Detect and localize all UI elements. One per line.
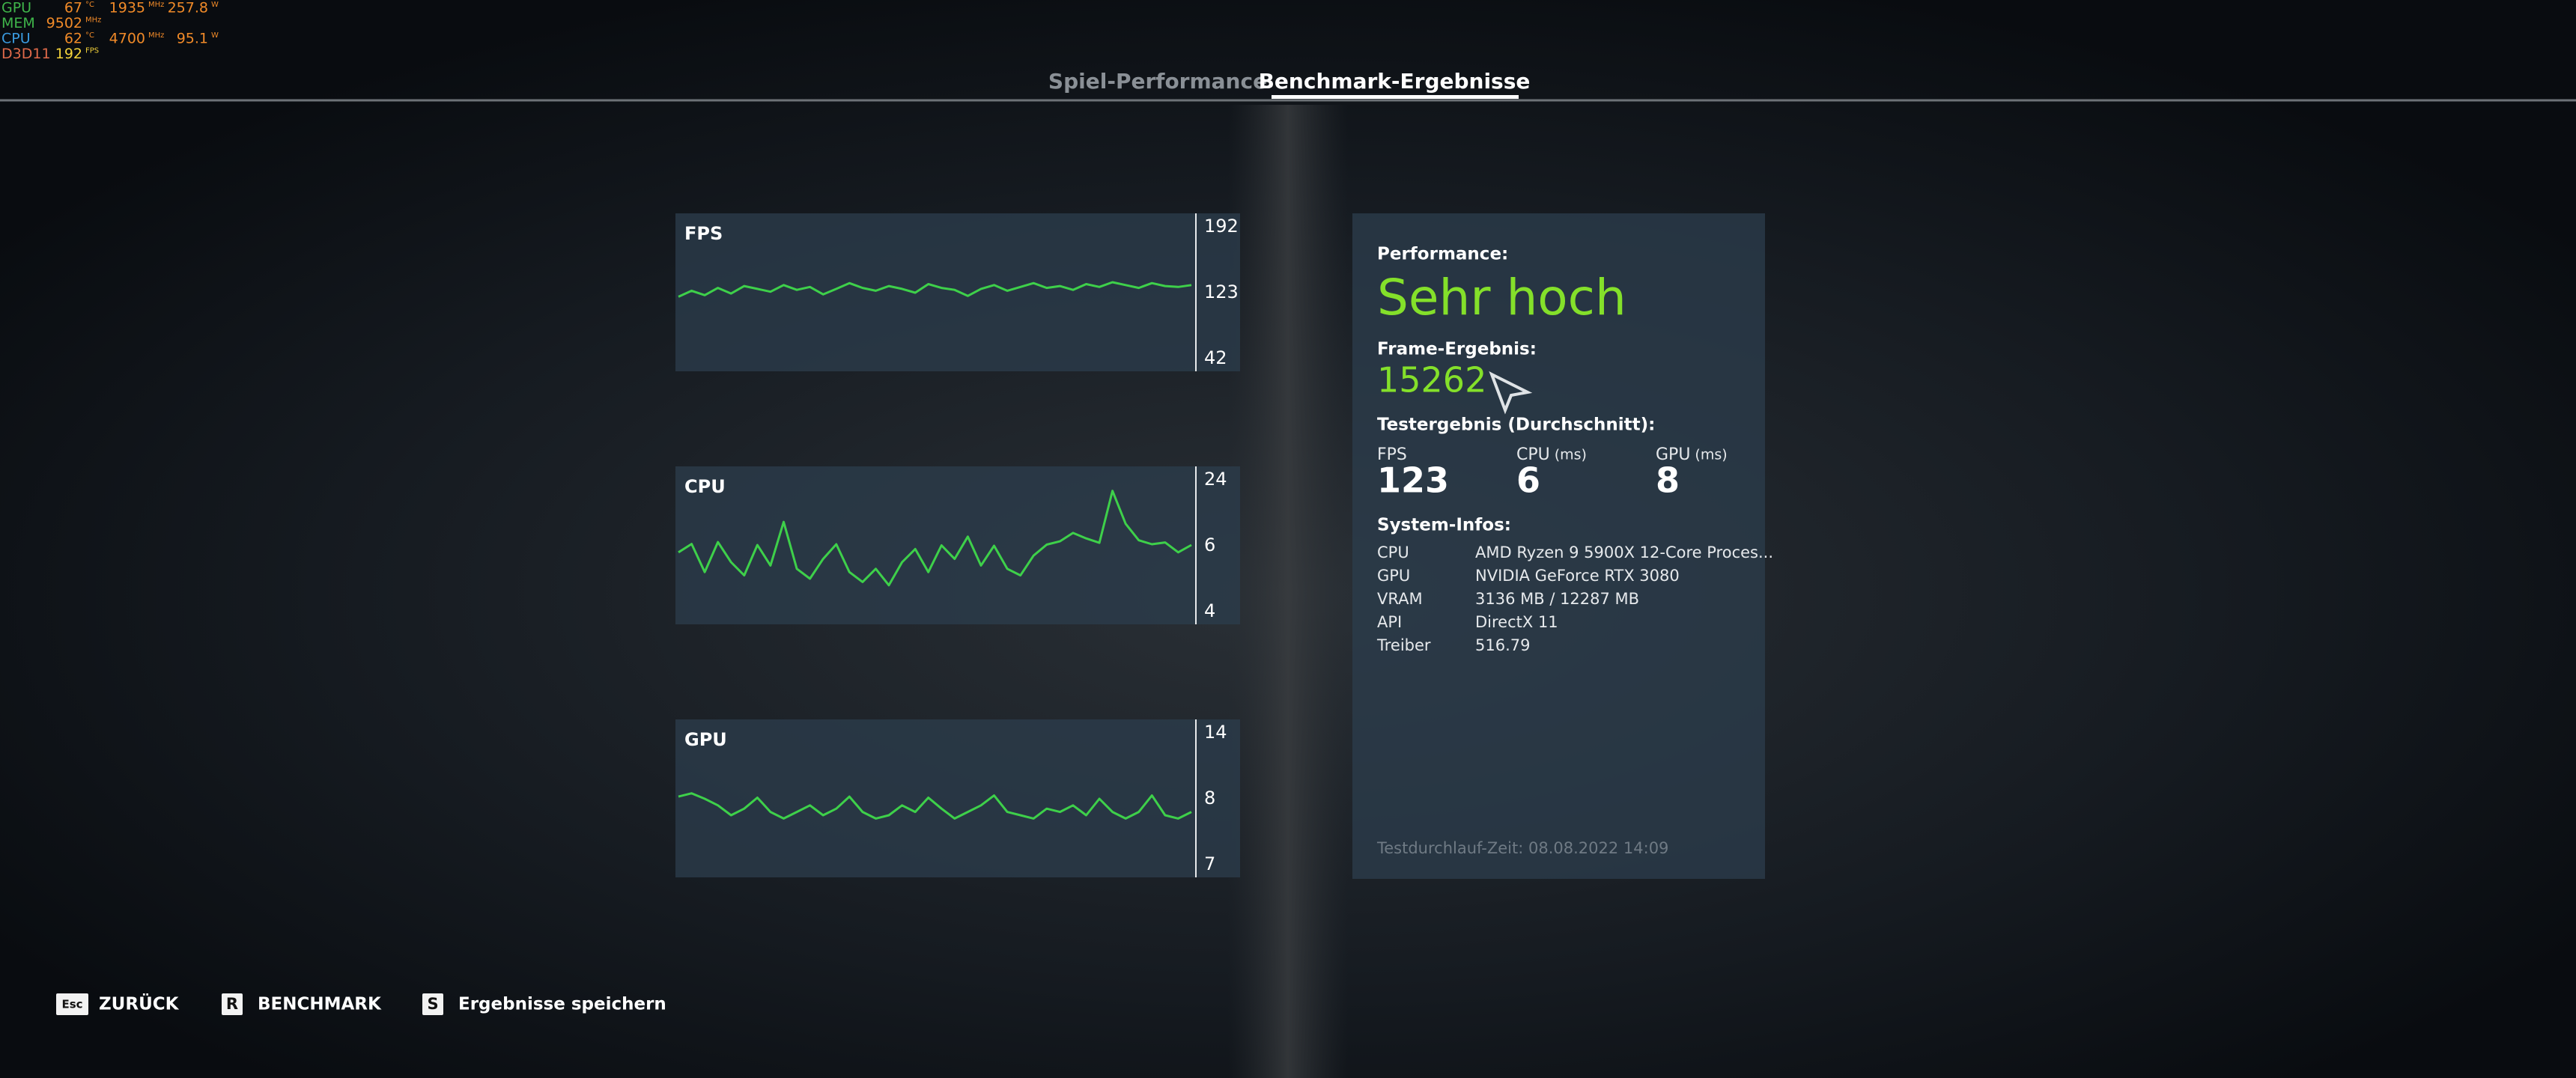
tab-active[interactable]: Benchmark-Ergebnisse: [1259, 69, 1531, 94]
average-unit: (ms): [1555, 447, 1587, 463]
label: System-Infos:: [1377, 516, 1511, 535]
key-box[interactable]: [222, 993, 243, 1015]
overlay-value: 4700: [109, 31, 145, 47]
key-label: S: [427, 995, 438, 1013]
results-panel: [1352, 213, 1765, 879]
overlay-value: 67: [64, 0, 82, 16]
graph-trace: [678, 490, 1192, 587]
overlay-unit: FPS: [85, 47, 99, 55]
label: Performance:: [1377, 245, 1508, 264]
overlay-label: D3D11: [1, 46, 51, 62]
footer-action[interactable]: ZURÜCK: [99, 993, 180, 1014]
average-value: 6: [1516, 460, 1540, 501]
graph-title: GPU: [684, 729, 727, 750]
performance-rating: Sehr hoch: [1377, 269, 1626, 326]
graph-avg: 8: [1204, 788, 1215, 808]
average-name: FPS: [1377, 445, 1407, 464]
frame-score: 15262: [1377, 360, 1486, 401]
system-value: 3136 MB / 12287 MB: [1475, 590, 1639, 608]
overlay-value: 9502: [46, 15, 82, 31]
graph-trace: [678, 281, 1192, 298]
overlay-unit: MHz: [148, 31, 164, 40]
graph-avg: 123: [1204, 281, 1239, 302]
overlay-label: CPU: [1, 31, 31, 47]
graph-min: 42: [1204, 347, 1227, 368]
system-value: DirectX 11: [1475, 613, 1558, 631]
graph-min: 7: [1204, 853, 1215, 874]
system-key: Treiber: [1376, 636, 1431, 654]
average-unit: (ms): [1695, 447, 1727, 463]
key-box[interactable]: [56, 993, 88, 1015]
system-key: CPU: [1377, 543, 1409, 561]
overlay-label: MEM: [1, 15, 35, 31]
mouse-cursor: [1489, 371, 1533, 415]
graph-avg: 6: [1204, 535, 1215, 555]
pillar: [1228, 105, 1348, 1078]
system-value: AMD Ryzen 9 5900X 12-Core Proces...: [1475, 543, 1773, 561]
footer-action[interactable]: BENCHMARK: [258, 995, 382, 1014]
graph-min: 4: [1204, 600, 1215, 621]
graph-title: CPU: [684, 476, 726, 497]
average-name: CPU: [1516, 445, 1550, 464]
graph-panel: [675, 719, 1240, 877]
average-value: 8: [1656, 460, 1680, 501]
overlay-value: 1935: [109, 0, 145, 16]
system-key: VRAM: [1377, 590, 1423, 608]
overlay-unit: °C: [85, 1, 94, 9]
average-value: 123: [1377, 460, 1449, 501]
overlay-value: 192: [55, 46, 82, 62]
overlay-unit: MHz: [148, 1, 164, 9]
graph-max: 14: [1204, 722, 1227, 743]
graph-panel: [675, 466, 1240, 624]
key-label: R: [226, 995, 238, 1013]
graph-title: FPS: [684, 223, 723, 244]
average-name: GPU: [1656, 445, 1690, 464]
graph-max: 24: [1204, 469, 1227, 490]
key-box[interactable]: [422, 993, 443, 1015]
overlay-unit: MHz: [85, 16, 101, 25]
overlay-unit: W: [211, 31, 219, 40]
system-key: API: [1377, 613, 1402, 631]
overlay-value: 62: [64, 31, 82, 47]
graph-max: 192: [1204, 216, 1239, 237]
system-key: GPU: [1377, 567, 1410, 585]
overlay-value: 95.1: [177, 31, 208, 47]
overlay-value: 257.8: [168, 0, 208, 16]
overlay-unit: W: [211, 1, 219, 9]
timestamp: Testdurchlauf-Zeit: 08.08.2022 14:09: [1376, 839, 1668, 857]
footer-action[interactable]: Ergebnisse speichern: [458, 995, 666, 1014]
key-label: Esc: [61, 998, 82, 1011]
tab[interactable]: Spiel-Performance: [1048, 69, 1267, 94]
graph-trace: [678, 792, 1192, 820]
tab-underline: [1272, 95, 1519, 99]
overlay-unit: °C: [85, 31, 94, 40]
label: Testergebnis (Durchschnitt):: [1377, 415, 1655, 435]
system-value: NVIDIA GeForce RTX 3080: [1475, 567, 1680, 585]
system-value: 516.79: [1475, 636, 1530, 654]
label: Frame-Ergebnis:: [1377, 340, 1537, 359]
overlay-label: GPU: [1, 0, 31, 16]
